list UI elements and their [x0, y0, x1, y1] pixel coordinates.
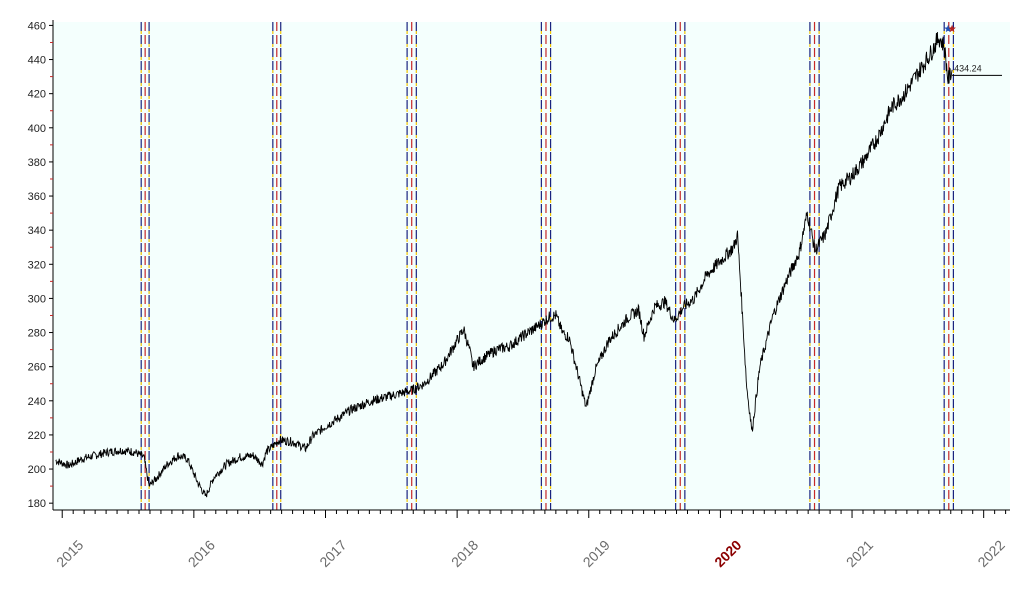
x-tick-label: 2015	[53, 537, 86, 570]
x-tick-label: 2018	[448, 537, 481, 570]
peak-star-marker	[948, 24, 956, 33]
x-tick-label: 2021	[843, 537, 876, 570]
x-tick-label: 2017	[316, 537, 349, 570]
x-tick-label: 2019	[580, 537, 613, 570]
y-tick-label: 300	[28, 293, 46, 305]
y-tick-label: 460	[28, 20, 46, 32]
y-tick-label: 420	[28, 89, 46, 101]
last-value-label: 434.24	[954, 63, 982, 73]
y-tick-label: 260	[28, 362, 46, 374]
y-tick-label: 360	[28, 191, 46, 203]
x-axis-ticks: 2015 2016 2017 2018 2019 2020 2021 2022	[53, 510, 1008, 570]
peak-star-marker	[944, 24, 952, 33]
x-tick-label: 2016	[185, 537, 218, 570]
y-tick-label: 180	[28, 498, 46, 510]
annotations: 434.24	[944, 24, 1002, 76]
x-tick-label: 2020	[711, 537, 744, 570]
y-tick-label: 400	[28, 123, 46, 135]
vertical-markers	[140, 22, 954, 510]
axes	[52, 20, 1010, 511]
y-tick-label: 440	[28, 55, 46, 67]
y-tick-label: 320	[28, 259, 46, 271]
x-tick-label: 2022	[974, 537, 1007, 570]
y-axis-ticks: 180 200 220 240 260 280 300 320 340 360 380 400 420 4…	[28, 20, 53, 510]
y-tick-label: 340	[28, 225, 46, 237]
y-tick-label: 220	[28, 430, 46, 442]
series-layer	[55, 31, 953, 498]
plot-background	[53, 22, 1010, 510]
y-tick-label: 280	[28, 328, 46, 340]
y-tick-label: 240	[28, 396, 46, 408]
y-tick-label: 380	[28, 157, 46, 169]
price-line	[55, 31, 953, 498]
y-tick-label: 200	[28, 464, 46, 476]
